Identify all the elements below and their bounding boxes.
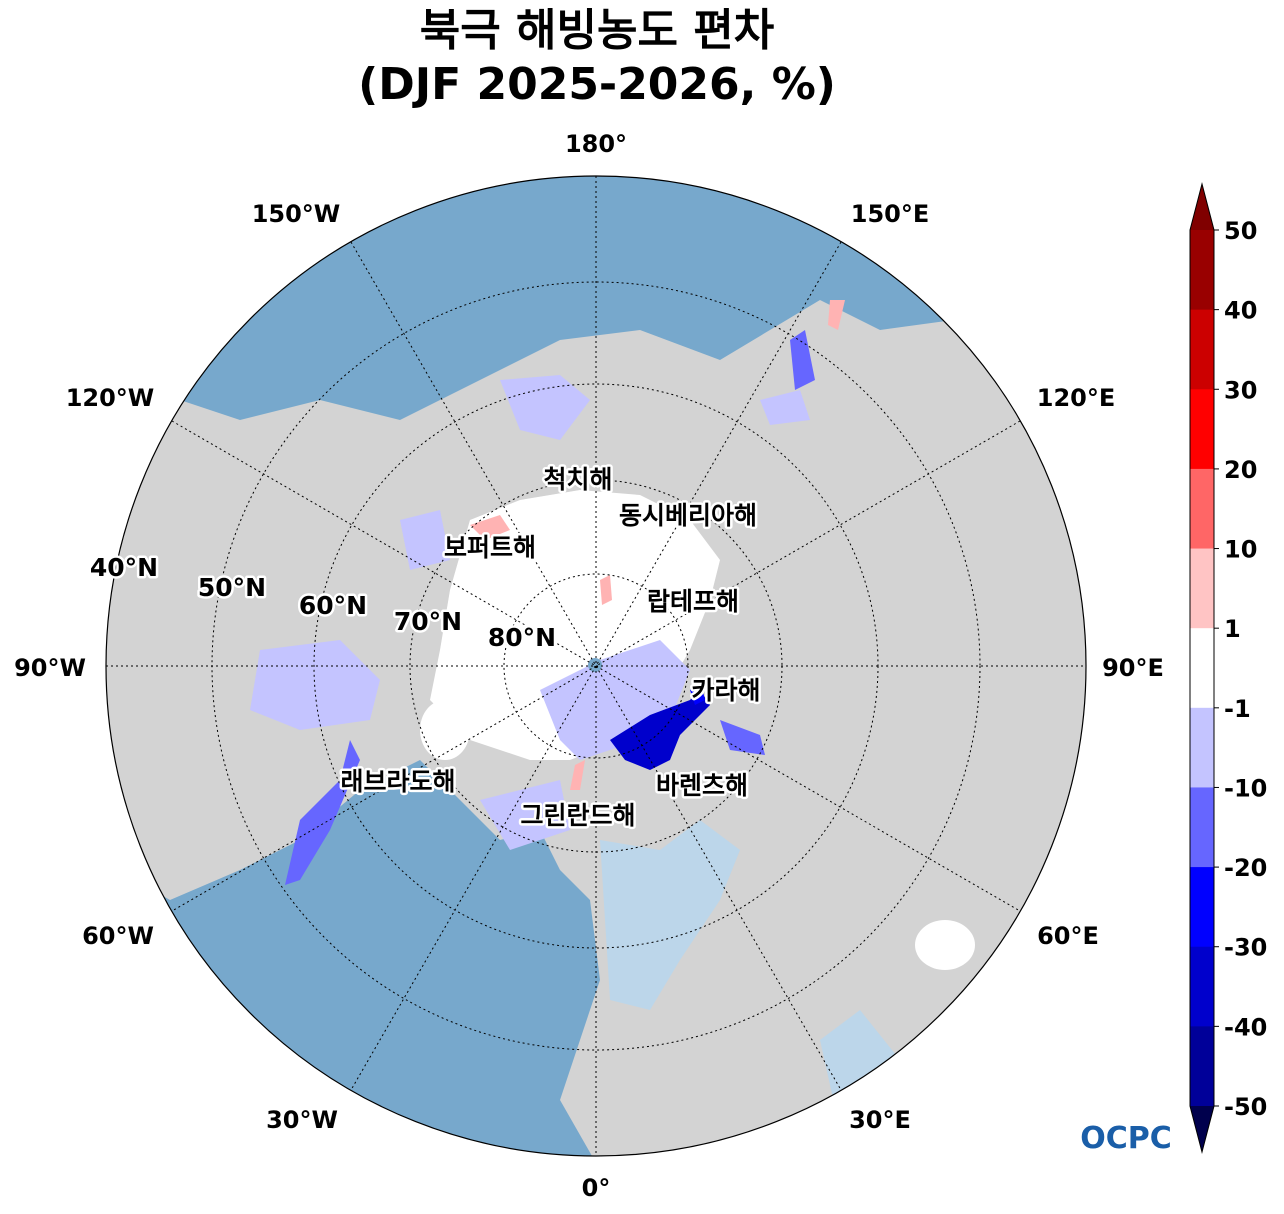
colorbar-segment <box>1190 389 1214 470</box>
lon-label-90e: 90°E <box>1102 654 1164 682</box>
lon-label-0: 0° <box>582 1174 611 1202</box>
colorbar-tick-label: 1 <box>1224 615 1241 643</box>
colorbar-tick-label: -1 <box>1224 695 1251 723</box>
colorbar-tick-label: 50 <box>1224 217 1257 245</box>
graticule <box>106 176 1086 1156</box>
meridian-120e-60w <box>171 420 1021 912</box>
colorbar-tick-label: -50 <box>1224 1093 1267 1121</box>
sea-label-laptev: 랍테프해 <box>647 587 739 616</box>
lat-label-70n: 70°N <box>394 607 462 636</box>
parallel-60n <box>313 383 879 949</box>
ocpc-logo: OCPC <box>1080 1121 1172 1156</box>
chart-subtitle: (DJF 2025-2026, %) <box>358 59 836 110</box>
sea-label-labrador: 래브라도해 <box>340 767 455 796</box>
meridian-150w-30e <box>350 241 842 1091</box>
colorbar-segment <box>1190 946 1214 1027</box>
lat-label-80n: 80°N <box>488 623 556 652</box>
lon-label-180: 180° <box>565 130 627 158</box>
anomaly-greenland-pos <box>570 760 585 790</box>
colorbar-segment <box>1190 468 1214 550</box>
colorbar-tick-label: 10 <box>1224 536 1257 564</box>
colorbar-tick-label: 40 <box>1224 297 1257 325</box>
meridian-120w-60e <box>171 420 1021 912</box>
anomaly-greenland-sea <box>480 780 570 850</box>
anomaly-okhotsk <box>760 390 810 425</box>
sea-label-barents: 바렌츠해 <box>656 771 748 800</box>
anomaly-barents <box>610 690 710 770</box>
sea-label-east-siberian: 동시베리아해 <box>619 501 757 530</box>
anomaly-labrador <box>285 740 360 885</box>
anomaly-chukchi <box>500 375 590 440</box>
greenland-interior <box>420 700 470 760</box>
lon-label-60w: 60°W <box>82 922 154 950</box>
colorbar-segment <box>1190 230 1214 311</box>
colorbar-tick-label: -20 <box>1224 854 1267 882</box>
colorbar-extend-max <box>1190 184 1214 230</box>
colorbar-segment <box>1190 787 1214 868</box>
colorbar-segment <box>1190 309 1214 390</box>
colorbar-segment <box>1190 867 1214 948</box>
anomaly-kara-east <box>720 720 765 755</box>
logo-text: OCPC <box>1080 1121 1172 1156</box>
lon-label-120e: 120°E <box>1037 384 1116 412</box>
colorbar-segment <box>1190 1026 1214 1107</box>
lon-label-30w: 30°W <box>266 1106 338 1134</box>
lon-label-60e: 60°E <box>1037 922 1099 950</box>
anomaly-laptev-pos <box>600 575 612 605</box>
anomaly-okhotsk-strong <box>790 330 815 390</box>
sea-label-chukchi: 척치해 <box>543 465 612 494</box>
lat-label-50n: 50°N <box>198 573 266 602</box>
colorbar-tick-label: 30 <box>1224 376 1257 404</box>
colorbar: 50 40 30 20 10 1 -1 -10 -20 -30 -40 -50 <box>1189 182 1267 1154</box>
lat-label-40n: 40°N <box>90 553 158 582</box>
caspian-sea <box>915 920 975 970</box>
sea-label-beaufort: 보퍼트해 <box>444 533 536 562</box>
lon-label-150w: 150°W <box>252 200 341 228</box>
sea-label-kara: 카라해 <box>691 676 760 705</box>
colorbar-segment <box>1190 707 1214 788</box>
anomaly-arctic-archipelago <box>400 510 450 570</box>
lon-label-120w: 120°W <box>66 384 155 412</box>
colorbar-tick-label: -30 <box>1224 934 1267 962</box>
colorbar-segment <box>1190 548 1214 629</box>
colorbar-tick-label: -10 <box>1224 774 1267 802</box>
chart-title: 북극 해빙농도 편차 <box>419 5 775 56</box>
sea-label-greenland: 그린란드해 <box>520 801 635 830</box>
map-boundary <box>105 175 1087 1157</box>
lon-label-30e: 30°E <box>849 1106 911 1134</box>
meridian-150e-30w <box>350 241 842 1091</box>
lon-label-90w: 90°W <box>14 654 86 682</box>
parallel-80n <box>503 573 689 759</box>
norwegian-sea <box>600 820 740 1010</box>
colorbar-extend-min <box>1190 1106 1214 1152</box>
pole-hole <box>588 658 602 672</box>
lat-label-60n: 60°N <box>299 591 367 620</box>
colorbar-tick-label: -40 <box>1224 1013 1267 1041</box>
anomaly-beaufort-pos <box>470 515 510 540</box>
lon-label-150e: 150°E <box>851 200 930 228</box>
colorbar-segment <box>1190 628 1214 709</box>
anomaly-kara <box>690 680 705 705</box>
anomaly-pacific-pos <box>828 300 845 330</box>
colorbar-tick-label: 20 <box>1224 456 1257 484</box>
